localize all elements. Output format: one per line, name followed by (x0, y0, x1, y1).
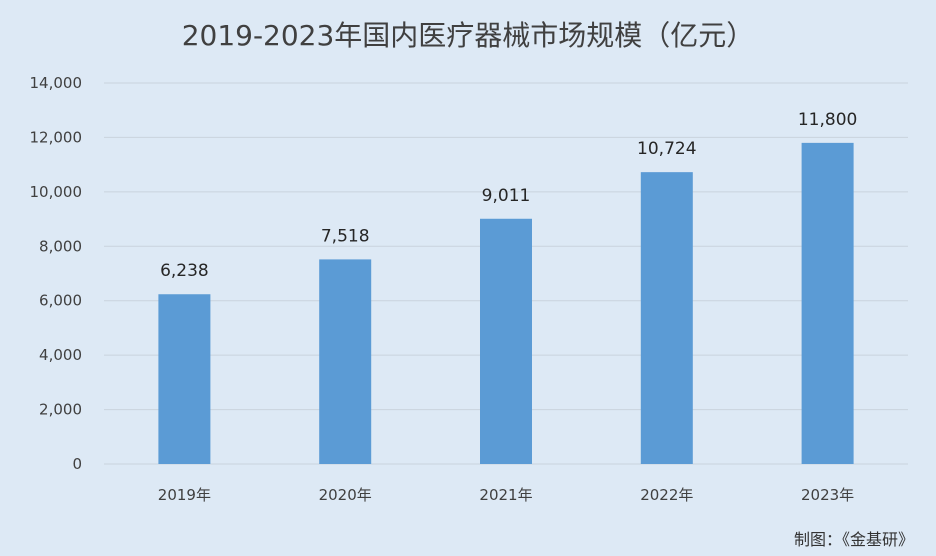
data-label: 10,724 (637, 139, 696, 159)
bar (640, 172, 693, 465)
y-tick-label: 6,000 (39, 292, 82, 310)
y-axis-tick-labels: 0 2,000 4,000 6,000 8,000 10,000 12,000 14,000 (30, 74, 83, 473)
y-tick-label: 4,000 (39, 346, 82, 364)
y-tick-label: 14,000 (30, 74, 83, 92)
data-labels: 6,238 7,518 9,011 10,724 11,800 (160, 110, 857, 281)
x-tick-label: 2023年 (801, 486, 854, 504)
bar (801, 142, 854, 464)
y-tick-label: 2,000 (39, 401, 82, 419)
x-tick-label: 2022年 (640, 486, 693, 504)
bar (158, 294, 211, 464)
data-label: 9,011 (482, 186, 531, 206)
bars (158, 142, 854, 465)
bar (319, 259, 372, 464)
x-tick-label: 2019年 (158, 486, 211, 504)
x-axis-tick-labels: 2019年 2020年 2021年 2022年 2023年 (158, 486, 854, 504)
y-tick-label: 10,000 (30, 183, 83, 201)
x-tick-label: 2020年 (319, 486, 372, 504)
y-tick-label: 12,000 (30, 128, 83, 146)
data-label: 7,518 (321, 226, 370, 246)
y-tick-label: 8,000 (39, 237, 82, 255)
bar (480, 218, 532, 464)
y-tick-label: 0 (72, 455, 82, 473)
source-credit: 制图：《金基研》 (793, 530, 914, 549)
data-label: 11,800 (798, 110, 857, 130)
chart-title: 2019-2023年国内医疗器械市场规模（亿元） (181, 19, 755, 52)
x-tick-label: 2021年 (479, 486, 532, 504)
data-label: 6,238 (160, 261, 209, 281)
